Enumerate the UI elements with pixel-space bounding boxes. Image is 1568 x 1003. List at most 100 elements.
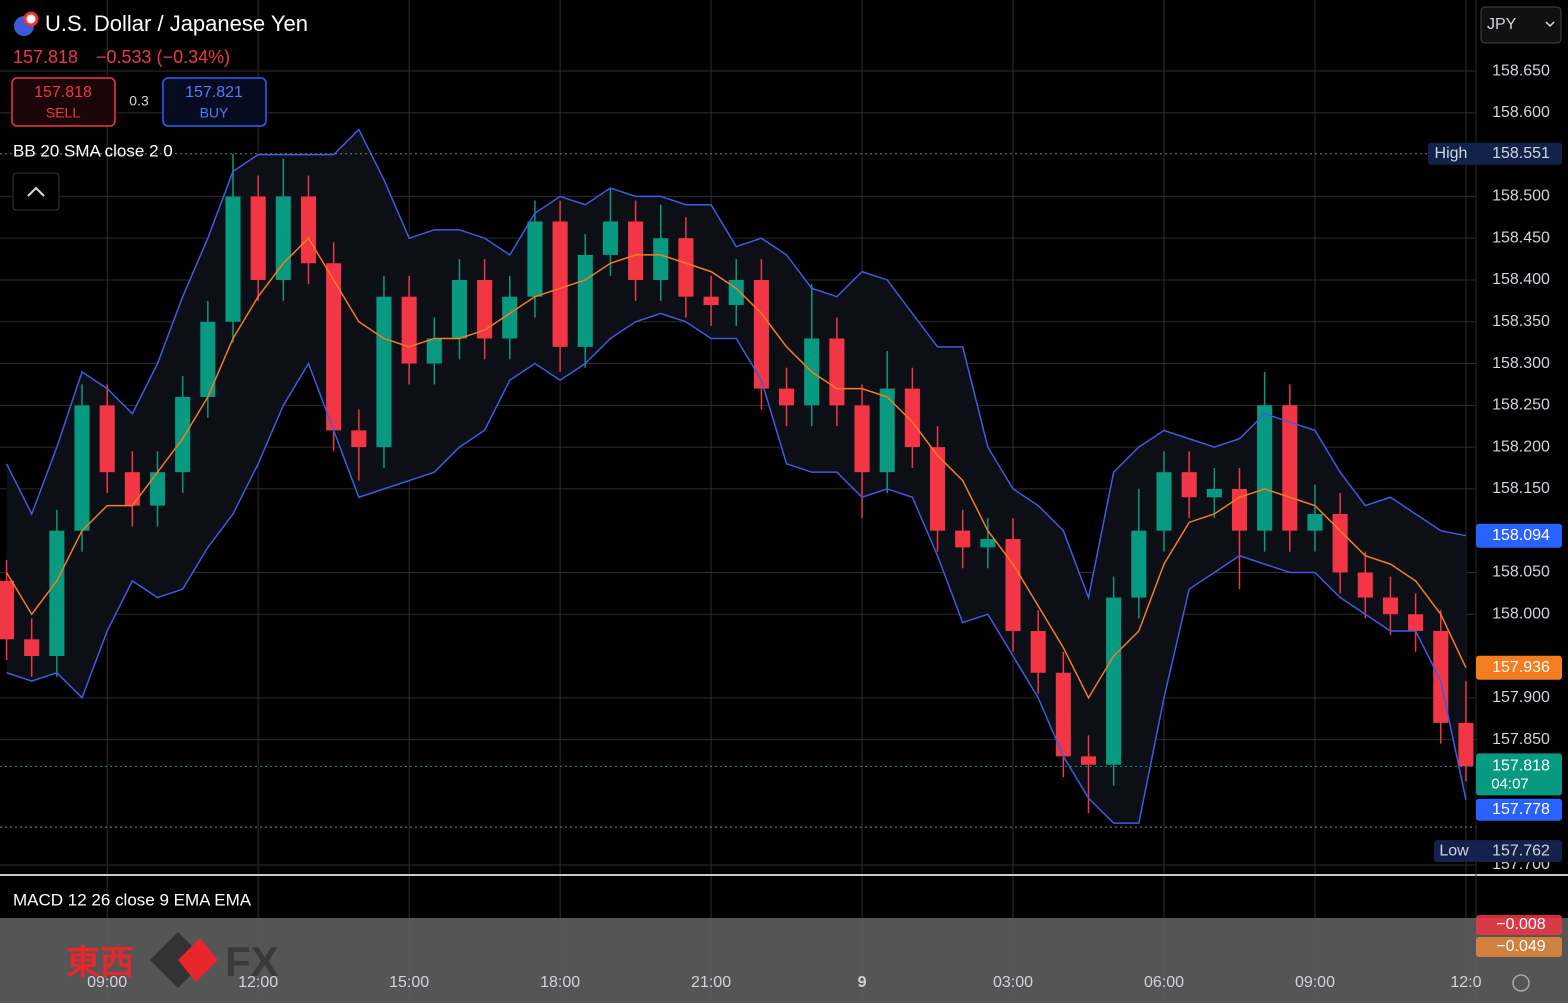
candle-body bbox=[1307, 513, 1323, 531]
candle-body bbox=[24, 639, 40, 657]
candle-body bbox=[351, 430, 367, 448]
candle-body bbox=[275, 196, 291, 280]
candle-body bbox=[477, 279, 493, 339]
x-tick-label: 18:00 bbox=[540, 974, 580, 991]
time-axis: 09:00 12:00 15:00 18:00 21:00 9 03:00 06:00 09:0… bbox=[87, 974, 1481, 991]
y-tick-label: 158.050 bbox=[1492, 564, 1550, 581]
currency-label: JPY bbox=[1487, 16, 1517, 33]
candle-body bbox=[929, 447, 946, 531]
candle-body bbox=[1156, 472, 1172, 531]
low-value: 157.762 bbox=[1492, 842, 1550, 859]
currency-dropdown[interactable] bbox=[1480, 6, 1562, 44]
buy-button[interactable] bbox=[162, 77, 267, 127]
price-tag bbox=[1476, 655, 1562, 680]
y-tick-label: 158.650 bbox=[1492, 62, 1550, 79]
candle-body bbox=[175, 396, 191, 473]
sell-button[interactable] bbox=[11, 77, 116, 127]
price-tag bbox=[1476, 523, 1562, 548]
dropdown-icon bbox=[1545, 21, 1555, 28]
candle-body bbox=[779, 388, 795, 406]
high-value: 158.551 bbox=[1492, 145, 1550, 162]
watermark-band bbox=[0, 918, 1568, 1003]
candle-body bbox=[1408, 614, 1424, 631]
candle-body bbox=[376, 296, 392, 448]
y-tick-label: 158.500 bbox=[1492, 188, 1550, 205]
y-tick-label: 158.450 bbox=[1492, 229, 1550, 246]
candle-body bbox=[250, 196, 266, 280]
candle-body bbox=[74, 405, 90, 531]
y-tick-label: 158.250 bbox=[1492, 397, 1550, 414]
candle-body bbox=[955, 530, 971, 548]
candle-body bbox=[99, 405, 115, 473]
x-tick-label: 09:00 bbox=[87, 974, 127, 991]
candle-body bbox=[728, 279, 744, 306]
candle-body bbox=[753, 279, 769, 389]
candle-body bbox=[326, 263, 342, 431]
band-fill bbox=[6, 129, 1466, 824]
countdown: 04:07 bbox=[1491, 775, 1529, 792]
x-tick-label: 12:0 bbox=[1450, 974, 1481, 991]
indicator-label: BB 20 SMA close 2 0 bbox=[13, 141, 173, 160]
candle-body bbox=[1055, 672, 1071, 757]
x-tick-label: 03:00 bbox=[993, 974, 1033, 991]
low-tag bbox=[1434, 840, 1562, 863]
candle-body bbox=[1382, 597, 1398, 615]
candle-body bbox=[980, 539, 996, 548]
indicator-label: MACD 12 26 close 9 EMA EMA bbox=[13, 890, 252, 909]
candle-body bbox=[577, 254, 593, 347]
band-lower bbox=[6, 312, 1467, 824]
watermark-logo bbox=[178, 938, 218, 982]
candle-body bbox=[703, 296, 719, 306]
y-tick-label: 158.150 bbox=[1492, 480, 1550, 497]
candle-body bbox=[628, 221, 644, 280]
price-tag-label: 157.818 bbox=[1492, 758, 1550, 775]
price-tag-label: 157.936 bbox=[1492, 659, 1550, 676]
collapse-button[interactable] bbox=[12, 172, 60, 211]
candle-body bbox=[653, 238, 669, 280]
candle-body bbox=[602, 221, 618, 255]
macd-tag-label: −0.008 bbox=[1496, 916, 1545, 933]
candle-body bbox=[829, 338, 845, 406]
candle-body bbox=[149, 472, 166, 506]
candle-body bbox=[527, 221, 543, 297]
candle-body bbox=[300, 196, 317, 264]
candle-body bbox=[1257, 405, 1273, 531]
last-price: 157.818 bbox=[13, 47, 78, 67]
candle-body bbox=[502, 296, 518, 339]
y-tick-label: 158.000 bbox=[1492, 605, 1550, 622]
x-tick-label: 12:00 bbox=[238, 974, 278, 991]
y-tick-label: 157.850 bbox=[1492, 731, 1550, 748]
buy-label: BUY bbox=[200, 105, 229, 121]
candle-body bbox=[200, 321, 216, 397]
candle-body bbox=[1332, 513, 1348, 573]
spread: 0.3 bbox=[129, 93, 149, 109]
x-tick-label: 15:00 bbox=[389, 974, 429, 991]
price-tag-label: 157.778 bbox=[1492, 801, 1550, 818]
candle-body bbox=[0, 580, 15, 640]
candle-body bbox=[1131, 530, 1147, 598]
candle-body bbox=[1282, 405, 1298, 531]
candle-body bbox=[854, 405, 870, 473]
chart-title: U.S. Dollar / Japanese Yen bbox=[45, 11, 308, 36]
macd-tag-label: −0.049 bbox=[1496, 938, 1545, 955]
watermark-text: FX bbox=[225, 938, 279, 985]
low-label: Low bbox=[1439, 842, 1469, 859]
settings-icon[interactable] bbox=[1512, 974, 1530, 992]
x-tick-label: 9 bbox=[858, 974, 867, 991]
candle-body bbox=[401, 296, 417, 364]
candle-body bbox=[1181, 472, 1197, 498]
candle-body bbox=[225, 196, 241, 322]
plot-area bbox=[0, 128, 1476, 828]
price-change: −0.533 (−0.34%) bbox=[96, 47, 230, 67]
sell-price: 157.818 bbox=[34, 84, 92, 101]
x-tick-label: 09:00 bbox=[1295, 974, 1335, 991]
price-tag bbox=[1476, 798, 1562, 821]
candle-body bbox=[1080, 756, 1097, 765]
sell-label: SELL bbox=[46, 105, 80, 121]
candle-body bbox=[1458, 722, 1474, 767]
price-tag-label: 158.094 bbox=[1492, 527, 1550, 544]
candle-body bbox=[904, 388, 920, 448]
buy-price: 157.821 bbox=[185, 84, 243, 101]
y-tick-label: 158.300 bbox=[1492, 355, 1550, 372]
